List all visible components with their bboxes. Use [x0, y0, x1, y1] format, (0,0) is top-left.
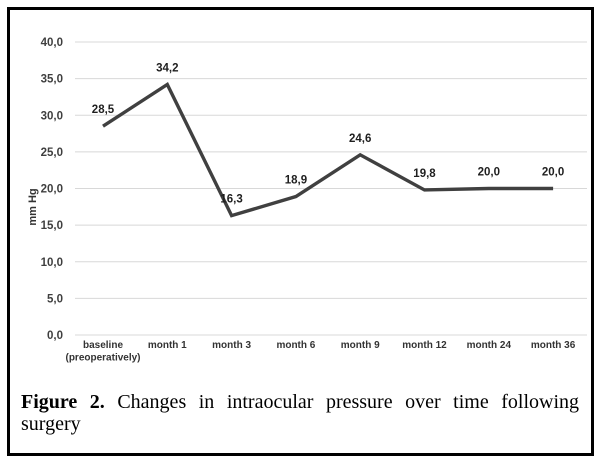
- x-tick-label: baseline: [83, 340, 123, 351]
- data-point-label: 20,0: [478, 167, 500, 179]
- y-tick-label: 35,0: [41, 74, 63, 86]
- y-tick-label: 25,0: [41, 147, 63, 159]
- x-tick-label: month 6: [276, 340, 315, 351]
- x-tick-label: month 36: [531, 340, 576, 351]
- x-tick-label: month 3: [212, 340, 251, 351]
- figure-panel: 0,0 5,0 10,0 15,0 20,0 25,0 30,0 35,0 40,0 mm Hg 2…: [7, 7, 594, 456]
- y-axis-title: mm Hg: [27, 188, 39, 225]
- x-tick-label: month 1: [148, 340, 187, 351]
- caption-prefix: Figure 2.: [21, 391, 105, 413]
- data-point-label: 19,8: [413, 168, 436, 180]
- data-point-label: 18,9: [285, 175, 307, 187]
- iop-line-chart: 0,05,010,015,020,025,030,035,040,0mm Hg2…: [27, 37, 587, 364]
- y-tick-label: 15,0: [41, 220, 63, 232]
- y-tick-label: 40,0: [41, 37, 63, 49]
- x-tick-label: month 12: [402, 340, 447, 351]
- y-tick-label: 30,0: [41, 110, 63, 122]
- data-point-label: 34,2: [156, 62, 178, 74]
- data-point-label: 24,6: [349, 133, 371, 145]
- chart-area: 0,0 5,0 10,0 15,0 20,0 25,0 30,0 35,0 40,0 mm Hg 2…: [10, 10, 591, 382]
- data-point-label: 28,5: [92, 104, 115, 116]
- caption-text: Changes in intraocular pressure over tim…: [21, 391, 580, 435]
- y-tick-label: 0,0: [47, 330, 63, 342]
- y-tick-label: 5,0: [47, 293, 63, 305]
- figure-caption: Figure 2. Changes in intraocular pressur…: [21, 391, 579, 435]
- iop-series-line: [102, 82, 554, 218]
- y-tick-label: 10,0: [41, 257, 63, 269]
- x-tick-label: month 9: [341, 340, 380, 351]
- y-tick-label: 20,0: [41, 184, 63, 196]
- x-tick-label: month 24: [467, 340, 512, 351]
- data-point-label: 20,0: [542, 167, 564, 179]
- x-tick-label: (preoperatively): [65, 353, 140, 364]
- data-point-label: 16,3: [220, 194, 242, 206]
